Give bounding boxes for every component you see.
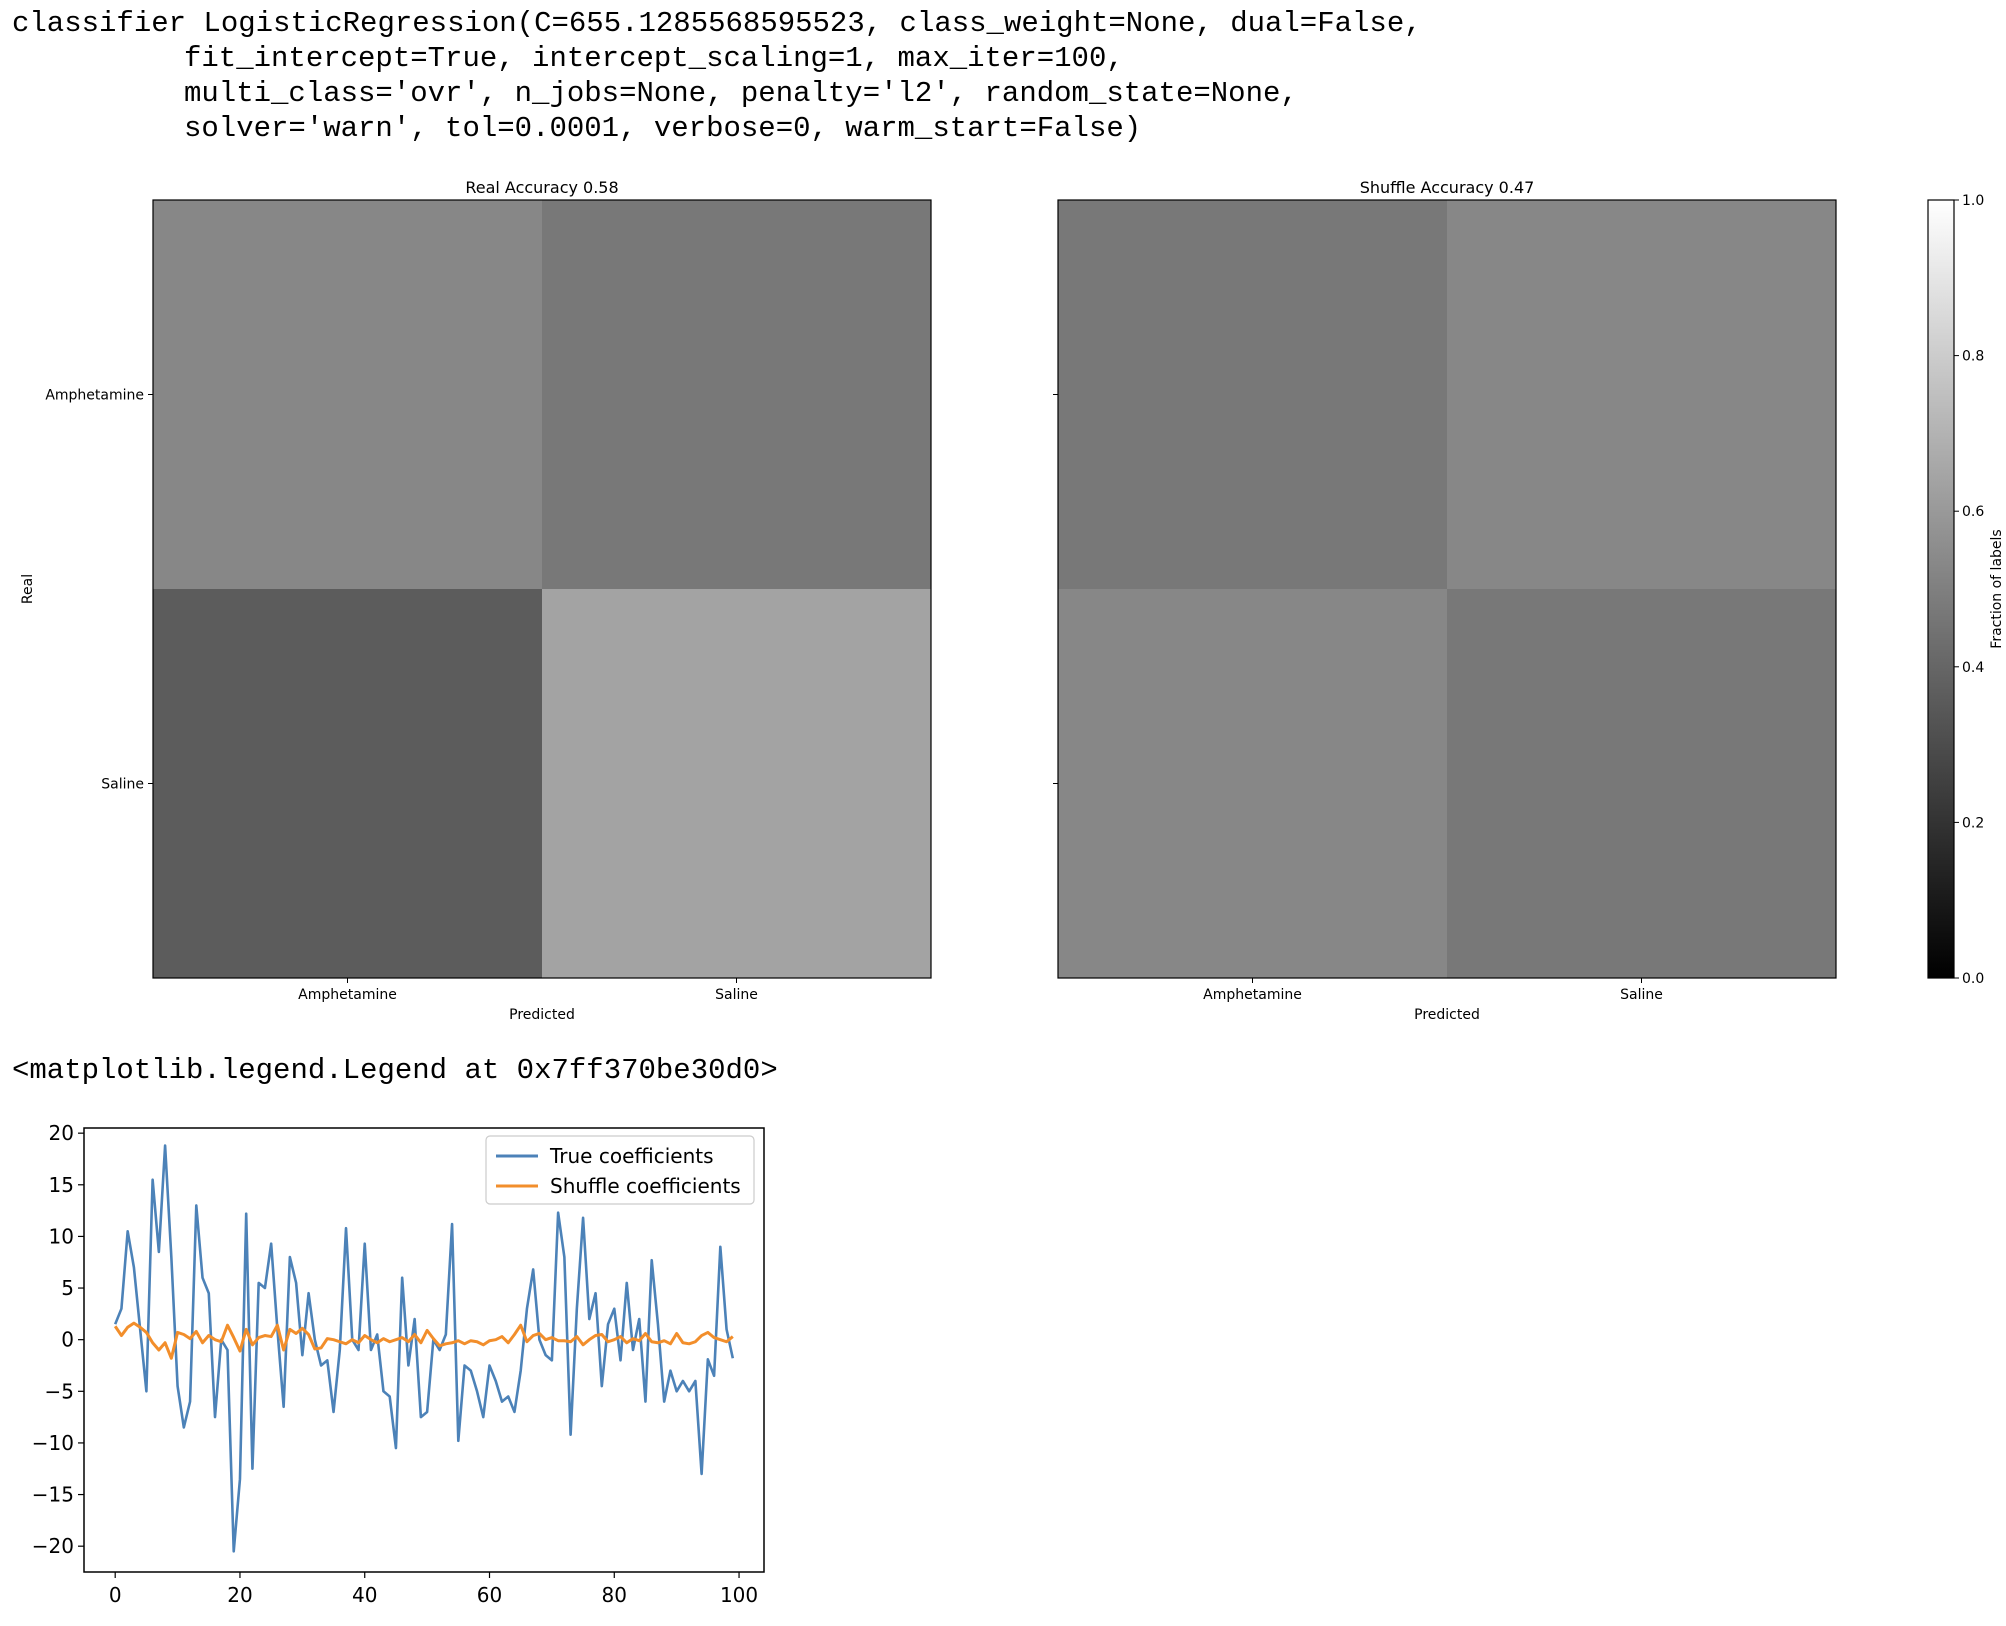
code-output: classifier LogisticRegression(C=655.1285… (12, 6, 1422, 146)
y-tick-label: 10 (49, 1224, 74, 1248)
plot-frame (83, 1127, 765, 1573)
colorbar-tick-label: 0.6 (1962, 504, 1984, 520)
colorbar-tick-label: 0.0 (1962, 971, 1984, 987)
x-tick-label: 100 (720, 1583, 758, 1607)
colorbar-label: Fraction of labels (1989, 529, 2005, 648)
heatmap-cell (1447, 200, 1837, 590)
x-tick-label: 80 (602, 1583, 627, 1607)
colorbar-tick-label: 0.2 (1962, 815, 1984, 831)
chart-title: Shuffle Accuracy 0.47 (1360, 178, 1535, 197)
plot-frame (1057, 199, 1837, 979)
x-tick-label: 0 (109, 1583, 122, 1607)
x-tick-label: 20 (227, 1583, 252, 1607)
y-tick-label: −20 (32, 1534, 74, 1558)
heatmap-cell (542, 589, 932, 979)
x-tick-label: 40 (352, 1583, 377, 1607)
real-confusion-matrix: Real Accuracy 0.58 Amphetamine Saline Amphe… (20, 178, 932, 1023)
x-tick-label: Saline (1620, 987, 1663, 1003)
x-axis-label: Predicted (509, 1007, 575, 1023)
legend-label: Shuffle coefficients (550, 1174, 741, 1198)
legend-box (485, 1135, 755, 1205)
y-tick-label: Amphetamine (45, 388, 144, 404)
x-tick-label: 60 (477, 1583, 502, 1607)
legend-label: True coefficients (549, 1144, 714, 1168)
heatmap-cell (153, 200, 543, 590)
heatmap-cell (1058, 589, 1448, 979)
legend-repr-output: <matplotlib.legend.Legend at 0x7ff370be3… (12, 1054, 778, 1087)
y-tick-label: 0 (61, 1328, 74, 1352)
code-line: solver='warn', tol=0.0001, verbose=0, wa… (184, 112, 1142, 145)
heatmap-cell (1058, 200, 1448, 590)
y-tick-label: −15 (32, 1483, 74, 1507)
code-line: fit_intercept=True, intercept_scaling=1,… (184, 42, 1124, 75)
colorbar-tick-label: 0.4 (1962, 660, 1984, 676)
code-line: classifier LogisticRegression(C=655.1285… (12, 7, 1422, 40)
colorbar-tick-label: 0.8 (1962, 349, 1984, 365)
x-axis-label: Predicted (1414, 1007, 1480, 1023)
colorbar-gradient (1928, 200, 1954, 978)
coefficients-line-chart: 0 20 40 60 80 100 20 15 10 5 0 −5 −10 −15 −20 True coef… (32, 1121, 765, 1607)
code-line: multi_class='ovr', n_jobs=None, penalty=… (184, 77, 1298, 110)
y-tick-label: Saline (101, 777, 144, 793)
series-line-shuffle-coefficients (113, 1321, 734, 1360)
colorbar: 0.0 0.2 0.4 0.6 0.8 1.0 Fraction of labels (1927, 193, 2005, 987)
colorbar-frame (1927, 199, 1955, 979)
y-axis-label: Real (20, 574, 36, 604)
y-tick-label: 15 (49, 1173, 74, 1197)
y-tick-label: 5 (61, 1276, 74, 1300)
y-tick-label: −5 (45, 1379, 74, 1403)
x-tick-label: Amphetamine (298, 987, 397, 1003)
heatmap-cell (1447, 589, 1837, 979)
heatmap-cell (542, 200, 932, 590)
x-tick-label: Saline (715, 987, 758, 1003)
y-tick-label: −10 (32, 1431, 74, 1455)
heatmap-cell (153, 589, 543, 979)
plot-frame (152, 199, 932, 979)
y-tick-label: 20 (49, 1121, 74, 1145)
shuffle-confusion-matrix: Shuffle Accuracy 0.47 Amphetamine Saline Pr… (1053, 178, 1837, 1023)
chart-title: Real Accuracy 0.58 (465, 178, 618, 197)
x-tick-label: Amphetamine (1203, 987, 1302, 1003)
series-line-true-coefficients (113, 1144, 735, 1553)
colorbar-tick-label: 1.0 (1962, 193, 1984, 209)
